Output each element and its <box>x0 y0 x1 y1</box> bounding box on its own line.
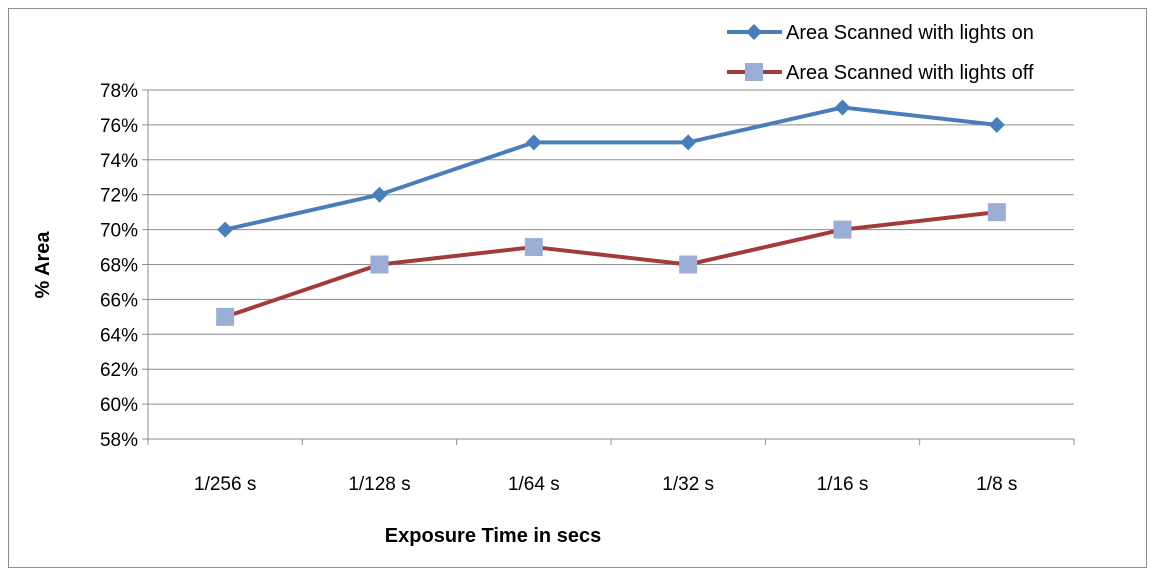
series <box>216 99 1006 326</box>
data-point <box>217 221 234 238</box>
x-tick-labels: 1/256 s 1/128 s 1/64 s 1/32 s 1/16 s 1/8 s <box>194 474 1017 495</box>
y-tick-label: 68% <box>100 256 138 277</box>
series-2 <box>216 203 1006 326</box>
y-tick-label: 72% <box>100 186 138 207</box>
data-point <box>525 134 542 151</box>
x-axis-title: Exposure Time in secs <box>385 525 601 547</box>
y-tick-label: 76% <box>100 116 138 137</box>
data-point <box>987 203 1006 222</box>
legend: Area Scanned with lights on Area Scanned … <box>727 22 1034 84</box>
y-tick-label: 74% <box>100 151 138 172</box>
data-point <box>216 307 235 326</box>
data-point <box>988 116 1005 133</box>
x-tick-label: 1/8 s <box>976 474 1017 495</box>
x-tick-label: 1/32 s <box>662 474 714 495</box>
y-tick-label: 60% <box>100 395 138 416</box>
legend-label: Area Scanned with lights on <box>786 22 1034 44</box>
series-line <box>224 105 998 232</box>
data-point <box>680 134 697 151</box>
data-point <box>833 220 852 239</box>
y-tick-label: 66% <box>100 290 138 311</box>
data-point <box>370 255 389 274</box>
y-tick-label: 70% <box>100 221 138 242</box>
x-tick-label: 1/128 s <box>348 474 410 495</box>
data-point <box>679 255 698 274</box>
x-tick-label: 1/256 s <box>194 474 256 495</box>
y-tick-label: 62% <box>100 360 138 381</box>
legend-marker <box>745 63 763 81</box>
x-tick-label: 1/64 s <box>508 474 560 495</box>
x-tick-label: 1/16 s <box>817 474 869 495</box>
data-point <box>834 99 851 116</box>
y-tick-label: 58% <box>100 430 138 451</box>
series-line <box>224 210 998 319</box>
data-point <box>524 238 543 257</box>
legend-label: Area Scanned with lights off <box>786 62 1034 84</box>
legend-marker <box>746 24 762 40</box>
y-tick-label: 78% <box>100 81 138 102</box>
series-1 <box>217 99 1005 238</box>
legend-item-2: Area Scanned with lights off <box>727 62 1034 84</box>
y-tick-label: 64% <box>100 325 138 346</box>
legend-item-1: Area Scanned with lights on <box>727 22 1034 44</box>
y-tick-labels: 58% 60% 62% 64% 66% 68% 70% 72% 74% 76% 78% <box>100 81 138 451</box>
data-point <box>371 186 388 203</box>
y-axis-title: % Area <box>32 231 54 299</box>
chart-frame <box>8 8 1147 568</box>
axes <box>142 89 1075 445</box>
line-chart: 58% 60% 62% 64% 66% 68% 70% 72% 74% 76% 78% 1/256 … <box>32 22 1075 547</box>
